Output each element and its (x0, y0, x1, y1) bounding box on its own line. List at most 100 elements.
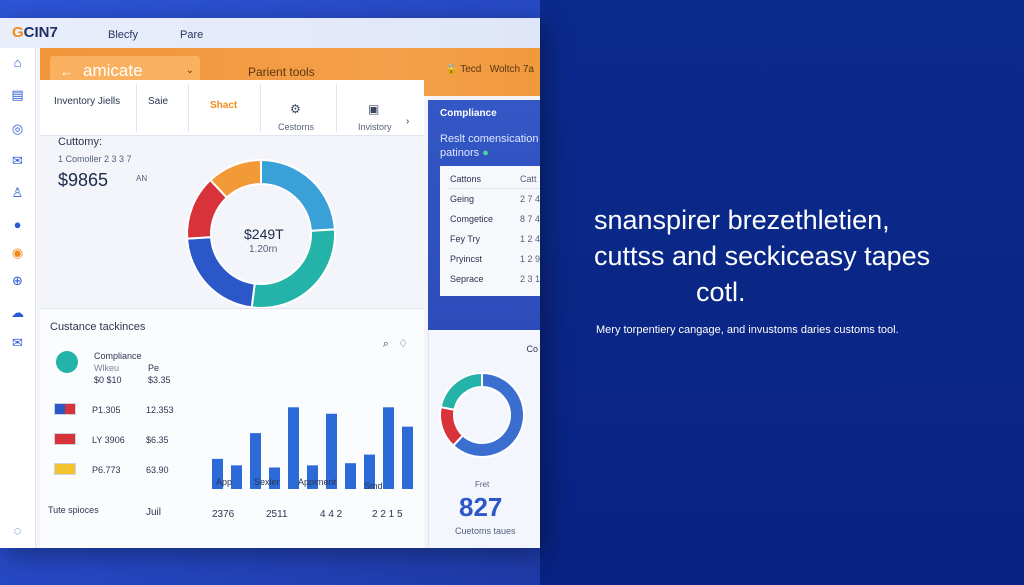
mini-stats-panel: Co Fret 827 Cuetoms taues (428, 330, 540, 548)
summary-sub: 1 Comoller 2 3 3 7 (58, 154, 132, 164)
bar-0[interactable] (212, 458, 223, 489)
bar-5[interactable] (307, 465, 318, 489)
table-cell: Catt (520, 174, 537, 184)
compliance-subtitle-line-1: Reslt comensication (440, 133, 539, 145)
divider (188, 84, 189, 132)
mini-donut-chart (439, 371, 525, 458)
hero-title: snanspirer brezethletien, cuttss and sec… (594, 202, 1004, 310)
summary-value: $9865 (58, 170, 109, 190)
donut-slice-0[interactable] (260, 158, 336, 232)
bar-8[interactable] (364, 454, 375, 489)
bar-3[interactable] (269, 467, 280, 490)
bar-9[interactable] (383, 407, 394, 489)
table-row[interactable]: Pryincst (450, 254, 483, 264)
list-item[interactable]: P6.773 (92, 465, 121, 475)
hero-subtitle: Mery torpentiery cangage, and invustoms … (596, 324, 899, 336)
home-icon[interactable]: ⌂ (13, 55, 22, 70)
background-right (540, 0, 1024, 585)
mail-icon[interactable]: ✉ (12, 153, 23, 168)
table-row[interactable]: Cattons (450, 174, 482, 184)
user-icon[interactable]: ♙ (11, 185, 24, 200)
tab-inventory[interactable]: Inventory Jiells (54, 96, 121, 107)
donut-center-value: $249T (244, 226, 284, 242)
table-row[interactable]: Geing (450, 194, 475, 204)
divider (260, 84, 261, 132)
compliance-subtitle-line-2: patinors (440, 147, 480, 159)
bar-2[interactable] (250, 433, 261, 489)
footer-value: 2 2 1 5 (372, 509, 403, 520)
lock-icon: 🔒 (445, 64, 458, 75)
revenue-donut-chart (186, 158, 336, 309)
bar-4[interactable] (288, 407, 299, 489)
summary-card: Cuttomy: 1 Comoller 2 3 3 7 $9865 AN (50, 136, 155, 296)
bar-6[interactable] (326, 413, 337, 489)
hero-title-line-3: cotl. (696, 277, 746, 307)
top-bar: GCIN7 Blecfy Pare (0, 18, 540, 48)
footer-value: 2376 (212, 509, 235, 520)
list-item-sub-b: Pe (148, 363, 162, 373)
list-item-value-b: $3.35 (148, 375, 171, 385)
dashboard-screen: GCIN7 Blecfy Pare ⌂ ▤ ◎ ✉ ♙ ● ◉ ⊕ ☁ ✉ ◌ … (0, 18, 540, 548)
mini-donut-slice-0[interactable] (451, 371, 525, 458)
bar-10[interactable] (402, 426, 413, 489)
list-item[interactable]: P1.305 (92, 405, 121, 415)
inventory-icon[interactable]: ▣ (368, 102, 380, 116)
list-item-sub: Wlkeu (94, 363, 120, 373)
summary-label: Cuttomy: (58, 136, 103, 148)
list-item-value: 12.353 (146, 405, 174, 415)
tracking-title: Custance tackinces (50, 321, 146, 333)
footer-label: Tute spioces (48, 505, 99, 515)
list-item[interactable]: Compliance (94, 351, 142, 361)
bar-1[interactable] (231, 465, 242, 489)
header-right-label-2: Woltch 7a (489, 64, 534, 75)
summary-side-label: AN (136, 174, 148, 183)
parent-tools-label[interactable]: Parient tools (248, 65, 315, 79)
header-right-links[interactable]: 🔒 Tecd Woltch 7a (445, 64, 534, 75)
header-right-label: Tecd (460, 64, 482, 75)
tabs-row: Inventory Jiells Saie Shact ⚙ Cestorns ▣… (40, 80, 424, 136)
tab-inventory-icon[interactable]: Invistory (358, 122, 392, 132)
table-row[interactable]: Fey Try (450, 234, 481, 244)
donut-slice-4[interactable] (208, 158, 262, 199)
flag-icon (54, 433, 76, 445)
location-icon[interactable]: ◎ (11, 121, 24, 136)
back-arrow-icon[interactable]: ← (60, 64, 73, 79)
tab-sale[interactable]: Saie (148, 96, 169, 107)
compliance-avatar (56, 351, 78, 373)
target-icon[interactable]: ◉ (11, 245, 24, 260)
clipboard-icon[interactable]: ▤ (11, 87, 24, 102)
flag-icon (54, 403, 76, 415)
bar-7[interactable] (345, 463, 356, 489)
tab-customers[interactable]: Cestorns (278, 122, 315, 132)
sidebar: ⌂ ▤ ◎ ✉ ♙ ● ◉ ⊕ ☁ ✉ ◌ (0, 48, 36, 548)
message-icon[interactable]: ✉ (12, 335, 23, 350)
compliance-table: Cattons Catt Geing 2 7 4 Comgetice 8 7 4… (440, 166, 540, 296)
list-item[interactable]: LY 3906 (92, 435, 125, 445)
tabs-next-arrow[interactable]: › (406, 116, 410, 127)
table-row[interactable]: Seprace (450, 274, 484, 284)
footer-value: 2511 (266, 509, 288, 520)
network-icon[interactable]: ⊕ (12, 273, 23, 288)
mini-caption: Cuetoms taues (455, 526, 516, 536)
donut-slice-2[interactable] (186, 236, 256, 309)
help-icon[interactable]: ◌ (13, 523, 22, 538)
search-icon[interactable]: ⌕ (382, 338, 389, 350)
mini-donut-slice-1[interactable] (439, 405, 465, 448)
table-row[interactable]: Comgetice (450, 214, 494, 224)
bar-axis-label: Smd (364, 481, 383, 491)
tab-shact[interactable]: Shact (210, 100, 238, 111)
tracking-panel: Custance tackinces ⌕ ♢ Compliance Wlkeu … (40, 308, 424, 548)
brand-logo[interactable]: GCIN7 (12, 24, 58, 41)
bell-icon[interactable]: ♢ (398, 338, 408, 350)
mini-donut-slice-2[interactable] (439, 371, 483, 411)
list-item-value: 63.90 (146, 465, 169, 475)
table-cell: 2 3 1 1 (520, 274, 540, 284)
bar-axis-label: Appiment (298, 477, 337, 487)
cloud-icon[interactable]: ☁ (11, 305, 24, 320)
globe-icon[interactable]: ● (13, 217, 22, 232)
table-cell: 1 2 9 (520, 254, 540, 264)
table-cell: 2 7 4 (520, 194, 540, 204)
topnav-item-2[interactable]: Pare (180, 29, 204, 41)
customers-icon[interactable]: ⚙ (290, 102, 301, 116)
topnav-item-1[interactable]: Blecfy (108, 29, 138, 41)
